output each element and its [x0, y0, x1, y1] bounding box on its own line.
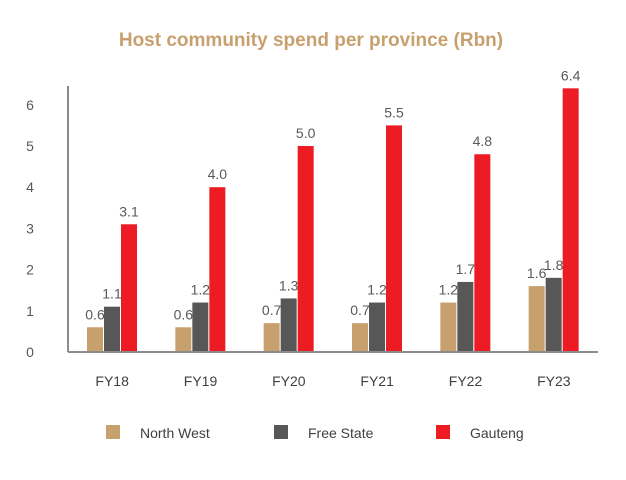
- data-label-north-west-fy19: 0.6: [174, 306, 194, 322]
- y-tick-label: 0: [26, 344, 34, 360]
- x-tick-label: FY20: [272, 373, 306, 389]
- data-label-free-state-fy22: 1.7: [456, 261, 476, 277]
- bar-gauteng-fy21: [386, 125, 402, 353]
- x-axis-ticks: FY18 FY19 FY20 FY21 FY22 FY23: [95, 373, 570, 389]
- bar-gauteng-fy18: [121, 224, 137, 352]
- data-label-gauteng-fy22: 4.8: [473, 133, 493, 149]
- bar-gauteng-fy19: [209, 187, 226, 352]
- bar-free-state-fy21: [369, 302, 385, 352]
- bar-north-west-fy20: [263, 323, 280, 352]
- data-label-north-west-fy22: 1.2: [439, 282, 459, 298]
- data-label-free-state-fy21: 1.2: [367, 282, 387, 298]
- x-tick-label: FY21: [360, 373, 394, 389]
- legend-label-gauteng: Gauteng: [470, 425, 524, 441]
- data-label-free-state-fy19: 1.2: [191, 282, 211, 298]
- bars: [87, 88, 579, 353]
- data-labels: 0.6 1.1 3.1 0.6 1.2 4.0 0.7 1.3 5.0 0.7 1.2 5.5 1.2 1…: [85, 67, 580, 322]
- x-tick-label: FY19: [184, 373, 218, 389]
- legend: North West Free State Gauteng: [106, 425, 524, 441]
- data-label-north-west-fy18: 0.6: [85, 306, 105, 322]
- bar-north-west-fy19: [175, 327, 192, 352]
- data-label-north-west-fy21: 0.7: [350, 302, 370, 318]
- y-tick-label: 6: [26, 97, 34, 113]
- data-label-gauteng-fy23: 6.4: [561, 67, 581, 83]
- data-label-free-state-fy23: 1.8: [544, 257, 564, 273]
- bar-north-west-fy18: [87, 327, 103, 352]
- data-label-gauteng-fy21: 5.5: [384, 104, 404, 120]
- x-tick-label: FY18: [95, 373, 129, 389]
- data-label-north-west-fy20: 0.7: [262, 302, 282, 318]
- chart-title: Host community spend per province (Rbn): [119, 30, 503, 51]
- bar-free-state-fy22: [457, 281, 474, 352]
- x-tick-label: FY23: [537, 373, 571, 389]
- y-tick-label: 5: [26, 138, 34, 154]
- bar-north-west-fy21: [352, 323, 368, 352]
- data-label-gauteng-fy19: 4.0: [208, 166, 228, 182]
- data-label-north-west-fy23: 1.6: [527, 265, 547, 281]
- y-tick-label: 2: [26, 262, 34, 278]
- legend-label-north-west: North West: [140, 425, 210, 441]
- y-axis-ticks: 0 1 2 3 4 5 6: [26, 97, 34, 360]
- bar-north-west-fy23: [528, 286, 545, 352]
- data-label-gauteng-fy20: 5.0: [296, 125, 316, 141]
- data-label-free-state-fy18: 1.1: [102, 286, 122, 302]
- y-tick-label: 3: [26, 220, 34, 236]
- data-label-free-state-fy20: 1.3: [279, 277, 299, 293]
- legend-swatch-free-state: [274, 425, 288, 439]
- y-tick-label: 4: [26, 179, 34, 195]
- legend-label-free-state: Free State: [308, 425, 374, 441]
- legend-swatch-gauteng: [436, 425, 450, 439]
- bar-north-west-fy22: [440, 302, 457, 352]
- bar-free-state-fy23: [545, 277, 562, 352]
- bar-free-state-fy20: [280, 298, 297, 352]
- bar-free-state-fy18: [104, 306, 120, 352]
- bar-gauteng-fy22: [474, 154, 491, 352]
- bar-free-state-fy19: [192, 302, 209, 352]
- legend-swatch-north-west: [106, 425, 120, 439]
- y-tick-label: 1: [26, 303, 34, 319]
- bar-gauteng-fy23: [562, 88, 579, 352]
- x-tick-label: FY22: [449, 373, 483, 389]
- bar-gauteng-fy20: [297, 146, 314, 352]
- data-label-gauteng-fy18: 3.1: [119, 203, 139, 219]
